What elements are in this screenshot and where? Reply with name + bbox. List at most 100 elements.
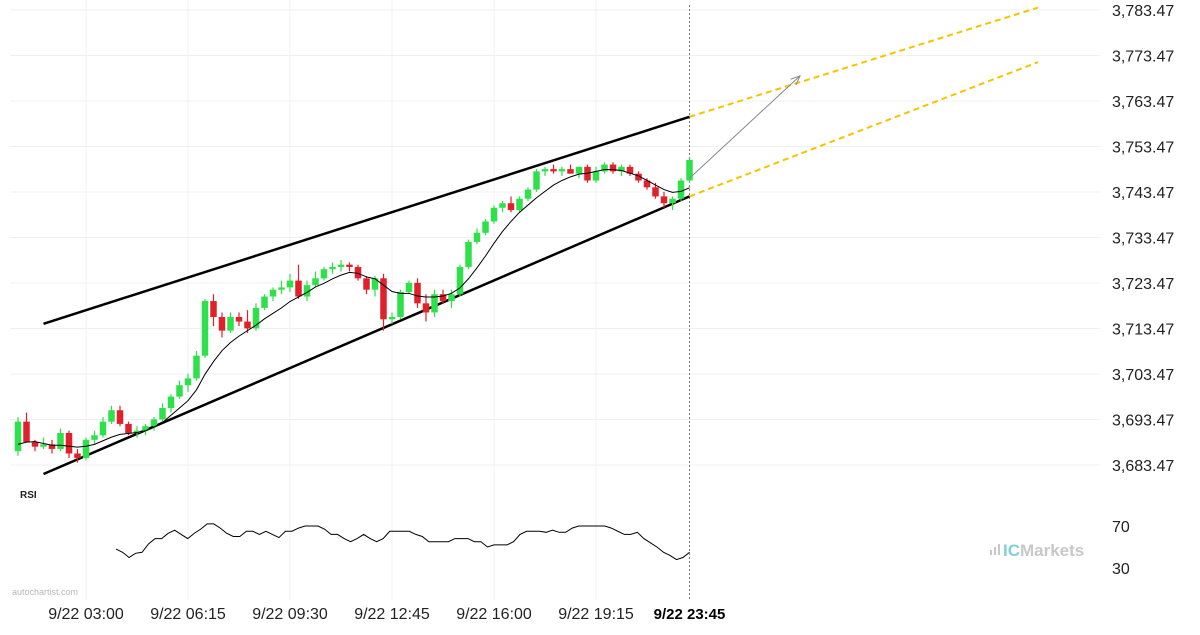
rsi-panel: RSI 70 30 [20, 490, 1130, 578]
watermark: autochartist.com [12, 587, 78, 597]
candle-up [159, 407, 166, 420]
candle-down [23, 421, 30, 443]
y-tick-label: 3,723.47 [1112, 276, 1174, 293]
forecast-arrow-head [790, 74, 801, 86]
candle-up [312, 278, 319, 286]
candle-up [371, 278, 379, 290]
candle-down [210, 301, 217, 317]
candle-down [380, 278, 387, 320]
candle-up [405, 282, 413, 292]
candle-up [473, 232, 481, 242]
channel-upper-line [43, 115, 690, 326]
candle-up [184, 378, 192, 386]
brand-text: ICMarkets [1003, 541, 1084, 560]
x-tick-label: 9/22 16:00 [456, 606, 532, 623]
candle-up [320, 269, 328, 279]
y-tick-label: 3,783.47 [1112, 3, 1174, 20]
sma-line [17, 169, 690, 448]
y-tick-label: 3,743.47 [1112, 185, 1174, 202]
y-tick-label: 3,753.47 [1112, 140, 1174, 157]
candle-up [669, 198, 676, 204]
y-tick-label: 3,763.47 [1112, 94, 1174, 111]
x-tick-label: 9/22 12:45 [354, 606, 430, 623]
candle-up [456, 266, 464, 295]
candle-up [541, 169, 549, 172]
y-tick-label: 3,693.47 [1112, 413, 1174, 430]
y-tick-label: 3,683.47 [1112, 458, 1174, 475]
brand-suffix: Markets [1020, 541, 1084, 560]
candle-up [14, 421, 22, 452]
candle-up [91, 435, 98, 440]
y-tick-label: 3,733.47 [1112, 231, 1174, 248]
candle-up [448, 294, 455, 302]
forecast-arrow [689, 75, 801, 179]
y-tick-label: 3,773.47 [1112, 49, 1174, 66]
candle-down [652, 187, 659, 197]
candle-up [337, 264, 345, 267]
rsi-tick-label: 70 [1112, 519, 1130, 536]
candle-down [422, 303, 430, 313]
candle-up [397, 291, 404, 317]
brand-bar-3 [998, 544, 1000, 555]
y-tick-label: 3,703.47 [1112, 367, 1174, 384]
candle-down [116, 410, 124, 424]
channel-lines [43, 115, 690, 476]
candle-up [524, 189, 532, 199]
candle-down [626, 166, 634, 174]
candle-down [65, 433, 73, 454]
candle-down [550, 169, 557, 172]
candle-down [609, 164, 617, 172]
candle-down [295, 280, 302, 297]
candle-up [261, 296, 268, 308]
x-tick-label: 9/22 09:30 [252, 606, 328, 623]
candle-down [125, 423, 132, 434]
candle-up [516, 198, 523, 211]
rsi-label: RSI [20, 490, 37, 501]
brand-logo: ICMarkets [990, 541, 1084, 560]
candle-up [601, 164, 608, 172]
candle-up [465, 241, 472, 267]
candle-up [618, 166, 625, 172]
candle-up [388, 316, 396, 320]
candle-up [482, 221, 489, 233]
candle-up [150, 419, 158, 427]
candle-up [533, 171, 540, 190]
brand-prefix: IC [1003, 541, 1020, 560]
candle-up [286, 280, 294, 288]
candle-up [278, 287, 285, 290]
y-tick-label: 3,713.47 [1112, 322, 1174, 339]
candle-down [567, 169, 574, 174]
candle-up [142, 426, 149, 431]
candle-down [31, 442, 39, 447]
y-axis: 3,783.47 3,773.47 3,763.47 3,753.47 3,743.47… [1112, 3, 1174, 475]
candle-down [507, 203, 515, 211]
candle-up [193, 355, 200, 379]
candle-up [167, 396, 175, 408]
candle-up [329, 266, 336, 270]
candle-down [354, 266, 362, 279]
candle-down [74, 453, 81, 459]
candle-down [643, 180, 651, 188]
candle-down [48, 444, 56, 449]
x-current-label: 9/22 23:45 [654, 606, 726, 623]
candle-down [235, 316, 243, 322]
candle-down [363, 278, 370, 290]
candle-up [686, 160, 693, 181]
rsi-tick-label: 30 [1112, 561, 1130, 578]
candle-up [592, 171, 600, 181]
candle-down [439, 294, 447, 302]
candle-down [660, 196, 668, 204]
candle-up [558, 169, 566, 172]
candle-up [40, 444, 47, 447]
candle-up [677, 180, 685, 199]
candle-down [635, 173, 642, 181]
candle-down [244, 321, 251, 329]
candle-up [82, 439, 90, 459]
candle-up [252, 307, 260, 329]
candle-down [414, 282, 421, 304]
candle-up [499, 203, 506, 208]
x-axis: 9/22 03:00 9/22 06:15 9/22 09:30 9/22 12:45… [48, 606, 725, 623]
candle-up [269, 289, 277, 297]
